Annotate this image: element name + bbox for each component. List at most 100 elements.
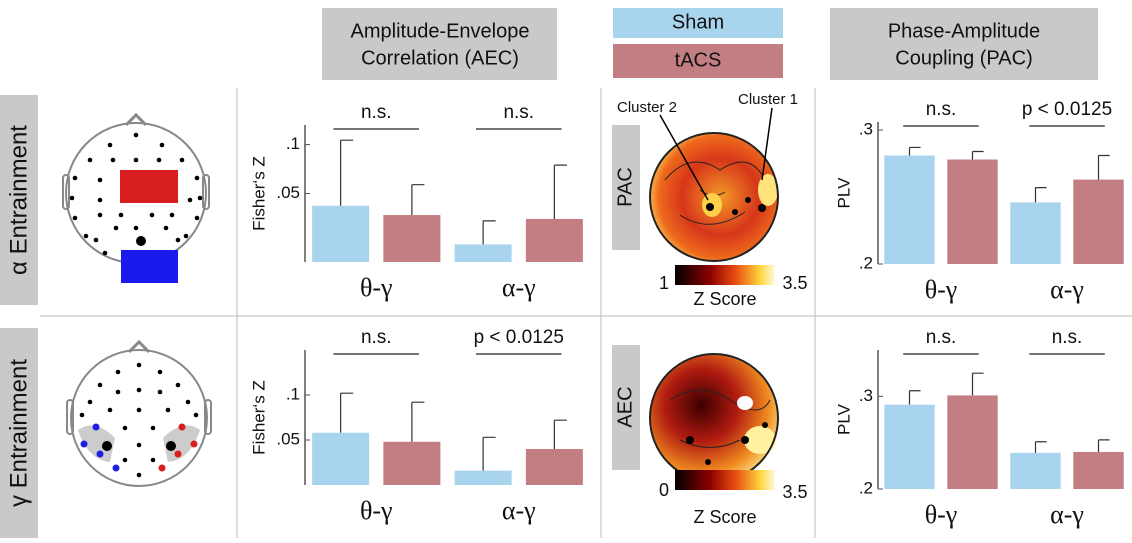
bar bbox=[455, 471, 512, 485]
bar bbox=[526, 219, 583, 262]
electrode bbox=[195, 176, 200, 181]
head-diagram bbox=[63, 115, 209, 283]
electrode bbox=[180, 158, 185, 163]
topomap-label: PAC bbox=[614, 167, 636, 207]
electrode bbox=[166, 408, 171, 413]
error-bar bbox=[412, 185, 425, 215]
electrode bbox=[164, 226, 169, 231]
electrode bbox=[84, 234, 89, 239]
colorbar-max: 3.5 bbox=[782, 482, 807, 502]
bar bbox=[312, 206, 369, 262]
colorbar-title: Z Score bbox=[693, 289, 756, 309]
colorbar bbox=[675, 265, 775, 285]
electrode bbox=[70, 196, 75, 201]
error-bar bbox=[910, 147, 921, 155]
colorbar-min: 1 bbox=[659, 273, 669, 293]
significance: n.s. bbox=[926, 99, 957, 120]
electrode bbox=[94, 238, 99, 243]
error-bar bbox=[341, 393, 354, 433]
header: Correlation (AEC) bbox=[361, 47, 519, 69]
electrode bbox=[150, 213, 155, 218]
electrode bbox=[88, 158, 93, 163]
electrode bbox=[134, 158, 139, 163]
electrode bbox=[151, 426, 156, 431]
x-tick-label: θ-γ bbox=[925, 275, 958, 304]
x-tick-label: θ-γ bbox=[360, 273, 393, 302]
y-tick-label: .3 bbox=[859, 386, 873, 405]
cluster-label: Cluster 1 bbox=[738, 91, 798, 108]
error-bar bbox=[341, 140, 354, 206]
y-axis-label: PLV bbox=[834, 403, 853, 435]
y-tick-label: .1 bbox=[286, 384, 300, 403]
y-tick-label: .05 bbox=[276, 183, 300, 202]
electrode bbox=[134, 133, 139, 138]
error-bar bbox=[910, 391, 921, 405]
y-tick-label: .2 bbox=[859, 478, 873, 497]
bar bbox=[1073, 452, 1123, 489]
x-tick-label: α-γ bbox=[502, 496, 536, 525]
bar bbox=[383, 215, 440, 262]
electrode bbox=[116, 390, 121, 395]
y-tick-label: .05 bbox=[276, 429, 300, 448]
legend-label: Sham bbox=[672, 11, 724, 33]
x-tick-label: α-γ bbox=[1050, 275, 1084, 304]
x-tick-label: α-γ bbox=[502, 273, 536, 302]
significance: p < 0.0125 bbox=[474, 327, 564, 348]
x-tick-label: θ-γ bbox=[925, 500, 958, 529]
electrode bbox=[108, 408, 113, 413]
y-axis-label: Fisher‘s Z bbox=[249, 380, 268, 455]
electrode bbox=[137, 388, 142, 393]
electrode bbox=[123, 426, 128, 431]
error-bar bbox=[973, 151, 984, 159]
electrode bbox=[98, 198, 103, 203]
electrode bbox=[103, 251, 108, 256]
row-label: α Entrainment bbox=[5, 125, 32, 275]
bar bbox=[1010, 453, 1060, 489]
colorbar bbox=[675, 470, 775, 490]
colorbar-title: Z Score bbox=[693, 507, 756, 527]
header: Coupling (PAC) bbox=[895, 47, 1032, 69]
electrode bbox=[73, 176, 78, 181]
header: Phase-Amplitude bbox=[888, 20, 1040, 42]
error-bar bbox=[483, 437, 496, 470]
colorbar-min: 0 bbox=[659, 480, 669, 500]
electrode bbox=[137, 443, 142, 448]
error-bar bbox=[1036, 442, 1047, 453]
electrode bbox=[108, 143, 113, 148]
electrode bbox=[158, 390, 163, 395]
y-axis-label: Fisher‘s Z bbox=[249, 156, 268, 231]
bar bbox=[947, 395, 997, 489]
electrode bbox=[188, 198, 193, 203]
y-tick-label: .2 bbox=[859, 253, 873, 272]
row-label: γ Entrainment bbox=[5, 359, 32, 507]
electrode bbox=[88, 400, 93, 405]
electrode bbox=[116, 370, 121, 375]
y-tick-label: .1 bbox=[286, 134, 300, 153]
error-bar bbox=[554, 420, 567, 449]
electrode bbox=[194, 413, 199, 418]
electrode bbox=[151, 458, 156, 463]
bar bbox=[1010, 202, 1060, 264]
electrode bbox=[98, 213, 103, 218]
significance: n.s. bbox=[926, 327, 957, 348]
bar bbox=[383, 442, 440, 485]
significance: n.s. bbox=[361, 327, 392, 348]
error-bar bbox=[973, 373, 984, 395]
electrode bbox=[111, 158, 116, 163]
legend-label: tACS bbox=[675, 49, 722, 71]
y-axis-label: PLV bbox=[834, 177, 853, 209]
electrode bbox=[98, 178, 103, 183]
bar bbox=[884, 155, 934, 264]
error-bar bbox=[483, 221, 496, 244]
topomap bbox=[650, 354, 778, 482]
bar bbox=[312, 433, 369, 485]
bar bbox=[1073, 180, 1123, 264]
bar bbox=[455, 244, 512, 262]
error-bar bbox=[412, 402, 425, 442]
electrode bbox=[176, 383, 181, 388]
electrode bbox=[176, 238, 181, 243]
x-tick-label: α-γ bbox=[1050, 500, 1084, 529]
electrode bbox=[134, 226, 139, 231]
electrode bbox=[157, 158, 162, 163]
error-bar bbox=[554, 165, 567, 219]
